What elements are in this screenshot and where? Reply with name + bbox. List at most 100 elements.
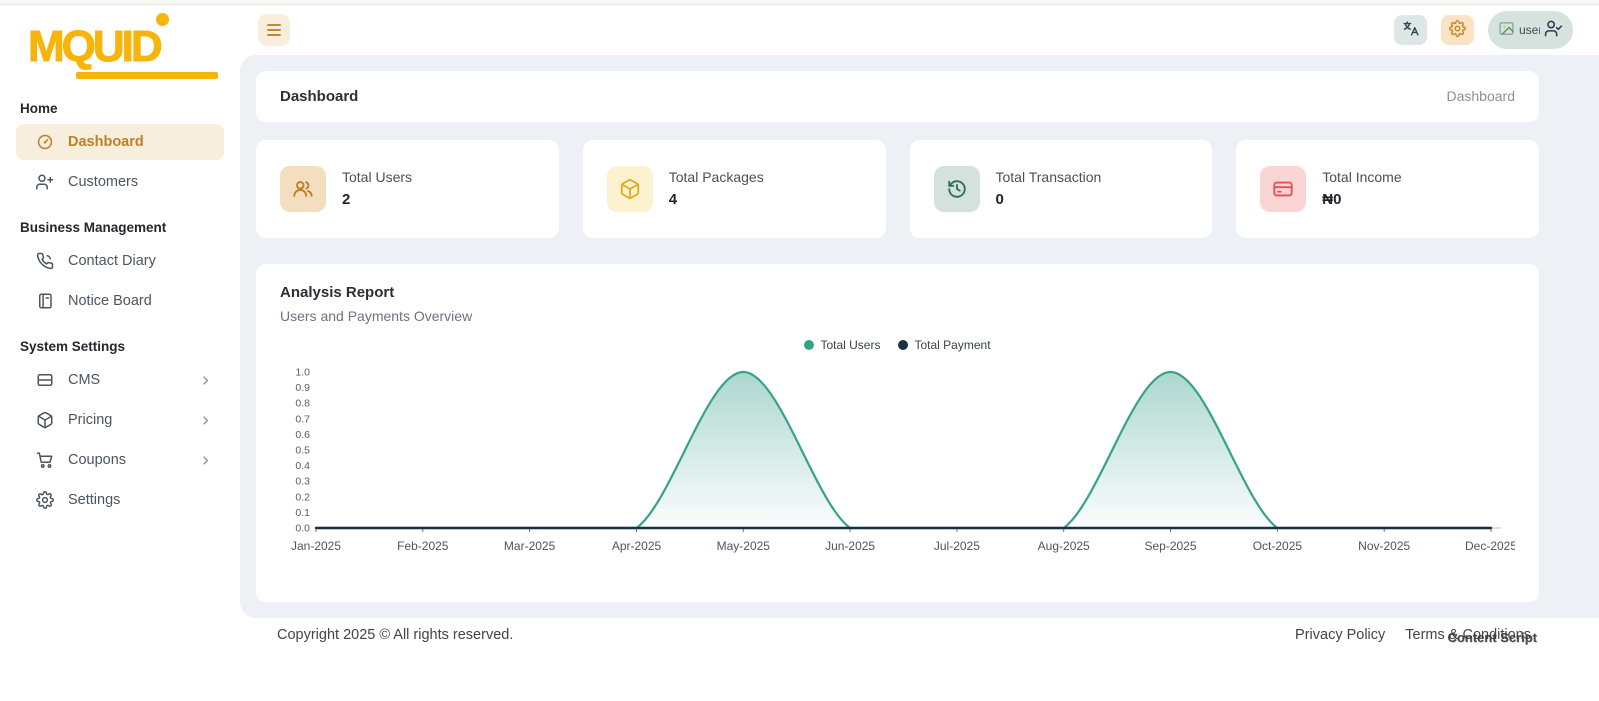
- legend-item-total-users[interactable]: Total Users: [804, 338, 880, 352]
- topbar-actions: user: [1394, 10, 1573, 49]
- analysis-title: Analysis Report: [280, 283, 395, 301]
- svg-text:Aug-2025: Aug-2025: [1038, 539, 1090, 553]
- sidebar-item-label: Customers: [68, 174, 139, 190]
- sidebar-item-label: Pricing: [68, 412, 113, 428]
- sidebar-item-cms[interactable]: CMS: [16, 362, 224, 398]
- legend-label: Total Payment: [914, 337, 991, 352]
- package-icon-badge: [606, 165, 653, 212]
- phone-icon: [36, 252, 54, 270]
- legend-item-total-payment[interactable]: Total Payment: [898, 337, 991, 352]
- stat-text: Total Income ₦0: [1322, 169, 1401, 208]
- sidebar-item-pricing[interactable]: Pricing: [16, 402, 224, 438]
- package-icon: [37, 411, 53, 429]
- stat-label: Total Income: [1322, 169, 1402, 186]
- stat-value: 2: [342, 191, 351, 209]
- history-icon-badge: [933, 165, 980, 212]
- brand-name: MQUID: [28, 22, 164, 72]
- cms-icon: [37, 374, 53, 386]
- broken-image-icon: [1499, 21, 1514, 35]
- copyright-text: Copyright 2025 © All rights reserved.: [277, 627, 514, 644]
- history-icon: [947, 179, 966, 198]
- svg-text:0.2: 0.2: [295, 491, 310, 503]
- stat-text: Total Users 2: [342, 169, 412, 208]
- cart-icon: [36, 452, 53, 468]
- dashboard-icon: [37, 134, 53, 150]
- footer-link-privacy-policy[interactable]: Privacy Policy: [1295, 627, 1386, 644]
- stat-card-total-transaction: Total Transaction 0: [909, 139, 1213, 238]
- user-menu-button[interactable]: user: [1488, 10, 1573, 49]
- svg-text:Dec-2025: Dec-2025: [1465, 539, 1515, 553]
- svg-text:0.8: 0.8: [295, 397, 310, 409]
- gear-icon: [1449, 19, 1466, 37]
- user-check-icon: [1544, 20, 1563, 37]
- footer: Copyright 2025 © All rights reserved. Pr…: [240, 617, 1599, 653]
- stat-text: Total Packages 4: [669, 169, 764, 208]
- sidebar-item-settings[interactable]: Settings: [16, 482, 224, 518]
- menu-toggle-button[interactable]: [258, 13, 290, 46]
- svg-text:Jul-2025: Jul-2025: [934, 539, 980, 553]
- stat-label: Total Users: [342, 169, 413, 186]
- brand-logo[interactable]: MQUID: [28, 13, 218, 81]
- gear-icon: [36, 491, 54, 509]
- nav-section-business-management: Business Management: [20, 220, 167, 235]
- sidebar-item-notice-board[interactable]: Notice Board: [16, 283, 224, 319]
- svg-text:0.4: 0.4: [295, 460, 310, 472]
- credit-card-icon-badge: [1260, 165, 1307, 212]
- svg-text:0.9: 0.9: [295, 382, 310, 394]
- svg-text:0.3: 0.3: [295, 475, 310, 487]
- svg-text:Feb-2025: Feb-2025: [397, 539, 449, 553]
- sidebar-item-customers[interactable]: Customers: [16, 164, 224, 200]
- svg-text:Mar-2025: Mar-2025: [504, 539, 556, 553]
- logo-dot: [156, 13, 169, 26]
- stats-row: Total Users 2 Total Packages 4 Total Tra…: [256, 139, 1539, 238]
- sidebar-item-dashboard[interactable]: Dashboard: [16, 124, 224, 160]
- svg-text:1.0: 1.0: [295, 366, 310, 378]
- svg-text:Nov-2025: Nov-2025: [1358, 539, 1410, 553]
- legend-dot: [898, 339, 909, 350]
- stat-card-total-users: Total Users 2: [256, 139, 559, 238]
- stat-card-total-packages: Total Packages 4: [582, 139, 886, 238]
- chevron-right-icon: [203, 375, 208, 385]
- notice-board-icon: [39, 293, 52, 309]
- translate-icon: [1403, 21, 1419, 36]
- sidebar-item-coupons[interactable]: Coupons: [16, 442, 224, 478]
- breadcrumb[interactable]: Dashboard: [1446, 88, 1516, 105]
- package-icon: [620, 178, 639, 199]
- sidebar-item-label: Contact Diary: [68, 253, 156, 269]
- chevron-right-icon: [203, 455, 208, 465]
- svg-text:0.1: 0.1: [295, 506, 310, 518]
- stat-value: 4: [668, 191, 678, 209]
- stat-label: Total Packages: [668, 169, 764, 186]
- sidebar-item-label: Coupons: [68, 452, 127, 468]
- topbar: user: [240, 5, 1599, 55]
- stat-text: Total Transaction 0: [996, 169, 1102, 208]
- sidebar-item-label: Dashboard: [68, 134, 144, 150]
- svg-text:Apr-2025: Apr-2025: [612, 539, 662, 553]
- logo-underline: [76, 72, 218, 79]
- stat-value: 0: [995, 191, 1004, 209]
- users-icon-badge: [280, 165, 326, 212]
- legend-label: Total Users: [820, 337, 881, 352]
- chart-svg: 0.0 0.1 0.2 0.3 0.4 0.5 0.6 0.7 0.8 0.9 1.0 Jan-202…: [291, 366, 1517, 553]
- content-panel: Dashboard Dashboard Total Users 2 Total …: [240, 54, 1599, 618]
- footer-link-terms-conditions[interactable]: Terms & Conditions: [1405, 627, 1531, 644]
- sidebar-item-label: CMS: [68, 372, 101, 388]
- page-header-card: Dashboard Dashboard: [256, 70, 1539, 122]
- svg-text:Jan-2025: Jan-2025: [291, 539, 341, 553]
- topbar-settings-button[interactable]: [1441, 14, 1474, 45]
- sidebar-item-contact-diary[interactable]: Contact Diary: [16, 243, 224, 279]
- avatar-alt-text: user: [1519, 22, 1540, 37]
- page-title: Dashboard: [280, 87, 359, 105]
- footer-links: Privacy Policy Terms & Conditions: [1295, 627, 1531, 643]
- credit-card-icon: [1273, 181, 1293, 196]
- stat-card-total-income: Total Income ₦0: [1236, 139, 1539, 238]
- svg-text:Jun-2025: Jun-2025: [825, 539, 875, 553]
- sidebar-item-label: Settings: [68, 492, 121, 508]
- legend-dot: [804, 339, 815, 350]
- stat-label: Total Transaction: [995, 169, 1102, 186]
- chevron-right-icon: [203, 415, 208, 425]
- users-icon: [293, 180, 313, 197]
- language-button[interactable]: [1394, 14, 1427, 45]
- svg-text:0.6: 0.6: [295, 428, 310, 440]
- sidebar-nav: Home Dashboard Customers Business Manage…: [0, 101, 240, 518]
